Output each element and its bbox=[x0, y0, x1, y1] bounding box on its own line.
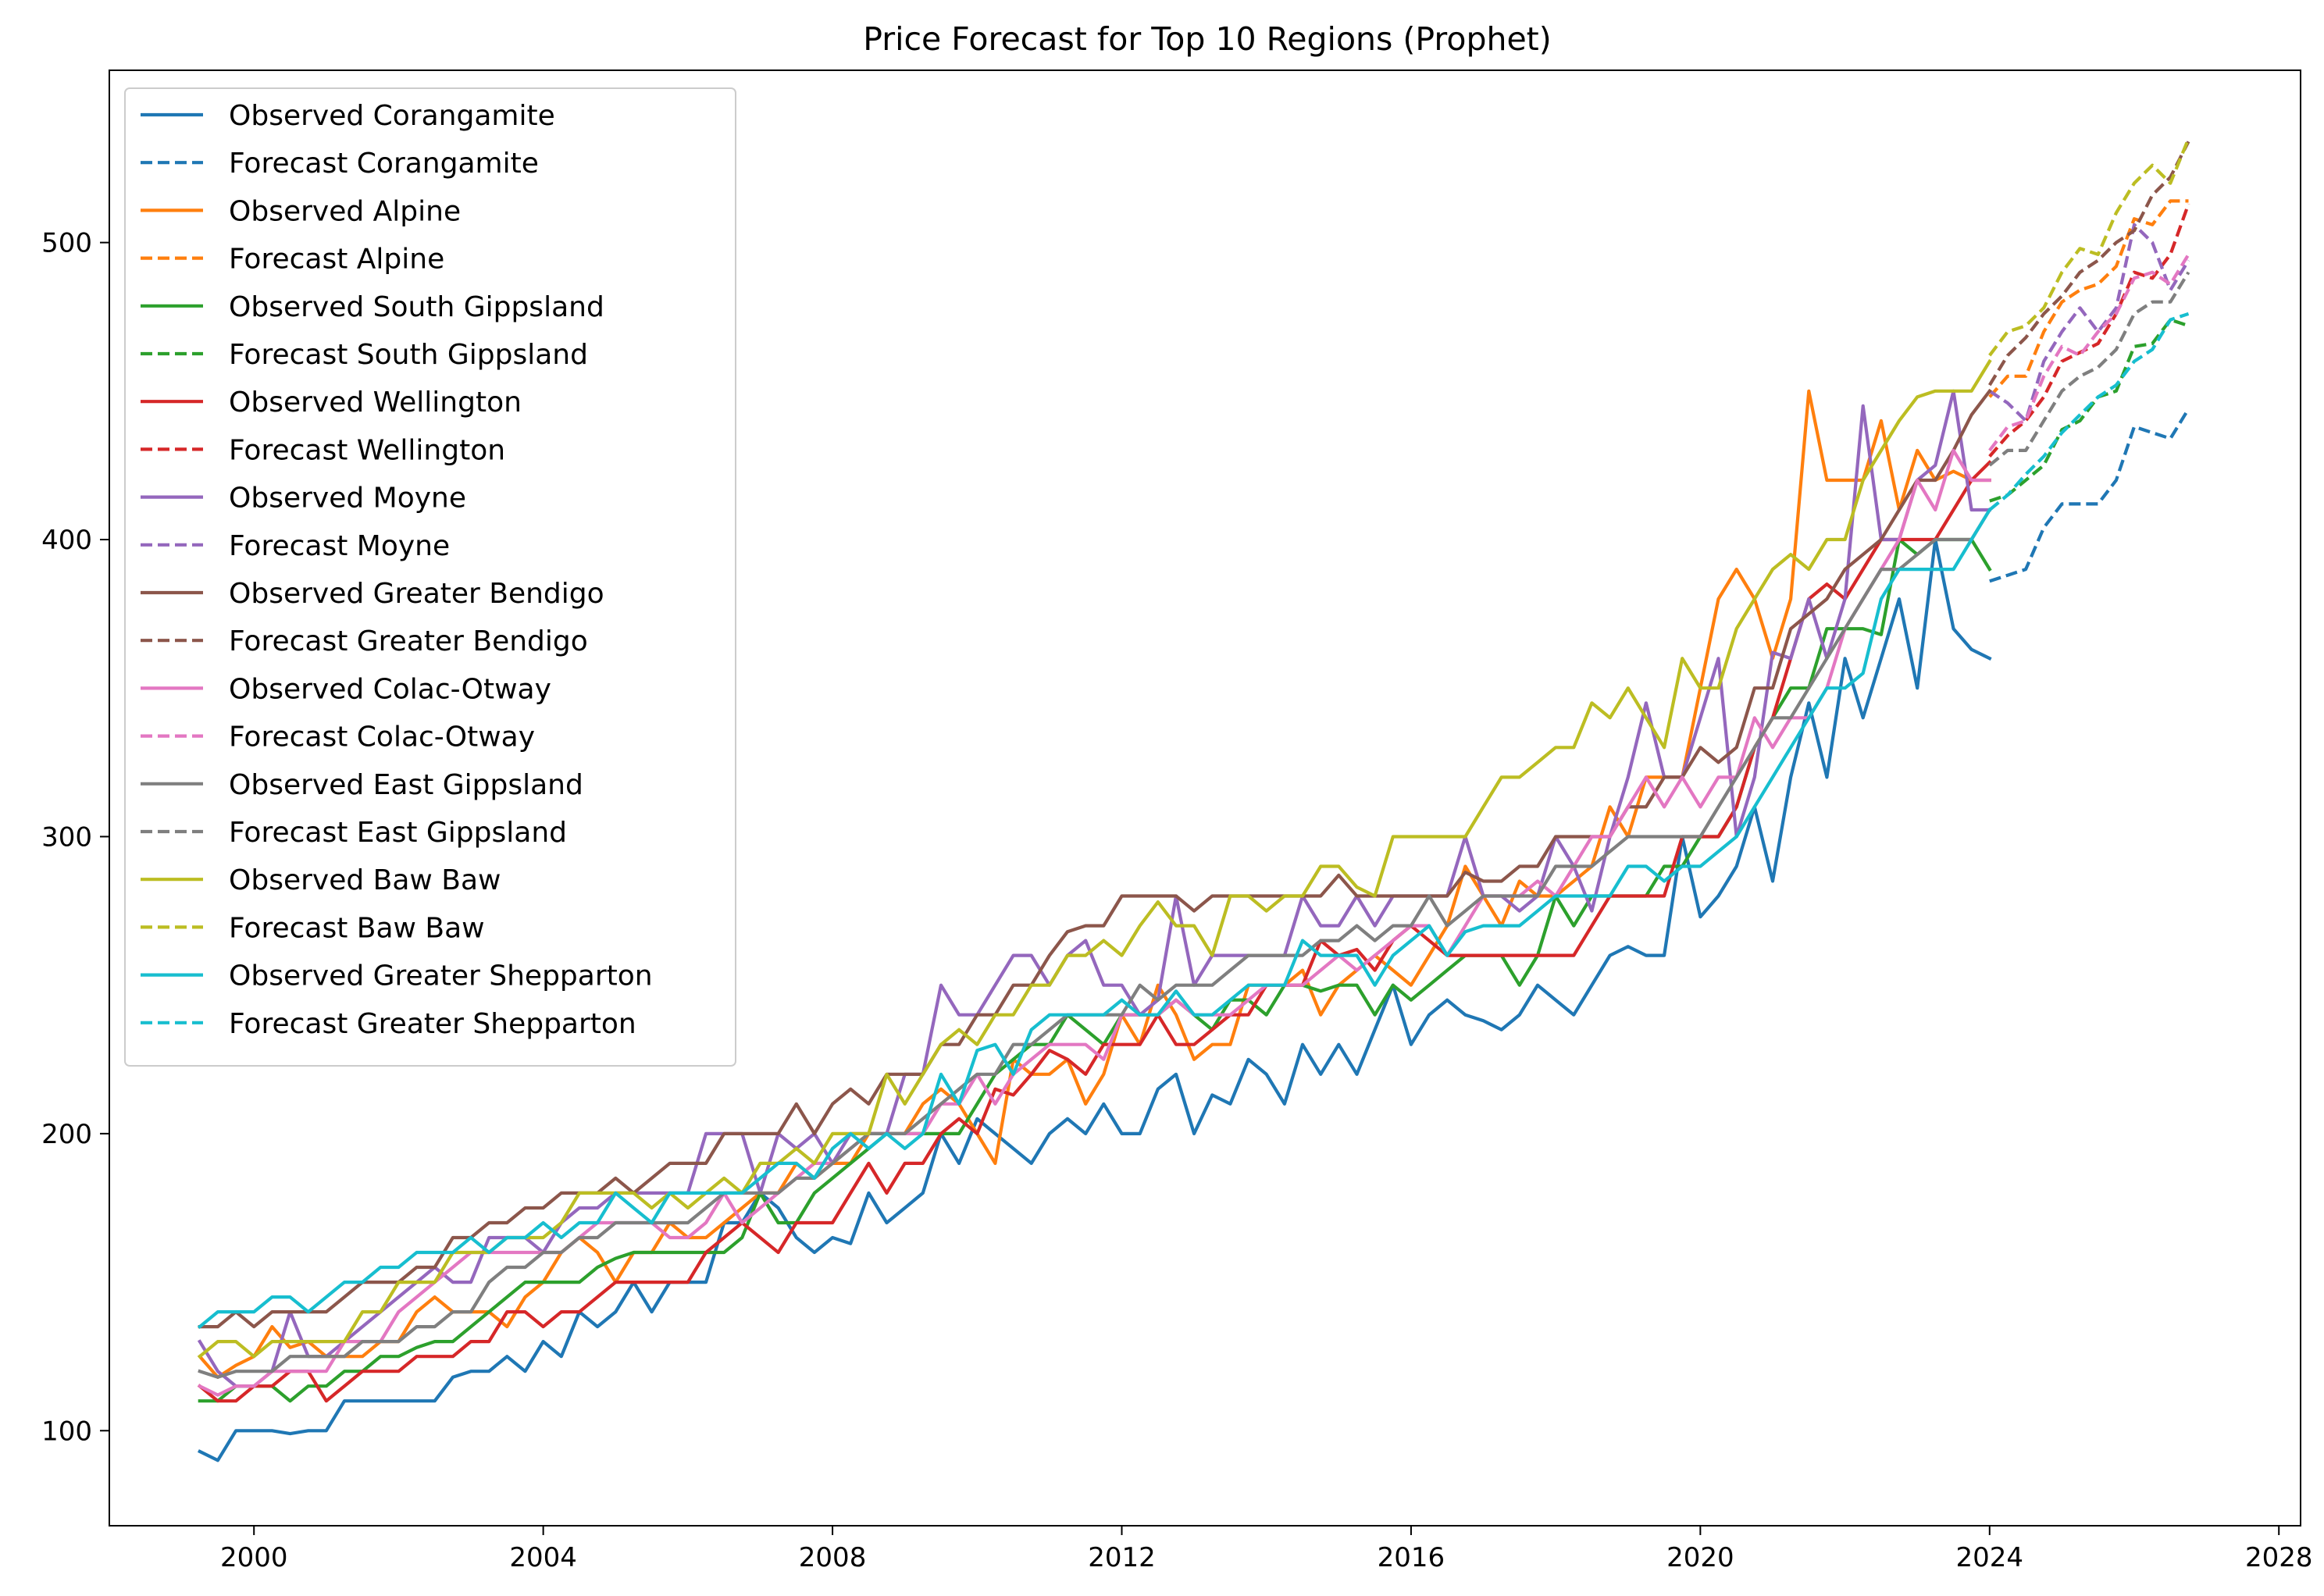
series-line-forecast-baw-baw bbox=[1988, 137, 2190, 357]
legend-label-forecast-alpine: Forecast Alpine bbox=[229, 244, 444, 276]
legend-label-observed-east-gippsland: Observed East Gippsland bbox=[229, 769, 583, 801]
legend-label-observed-greater-bendigo: Observed Greater Bendigo bbox=[229, 578, 604, 610]
x-tick-label: 2024 bbox=[1956, 1542, 2024, 1573]
series-line-forecast-east-gippsland bbox=[1988, 271, 2190, 467]
legend-label-forecast-baw-baw: Forecast Baw Baw bbox=[229, 912, 485, 944]
y-tick-label: 300 bbox=[41, 821, 92, 853]
legend-label-forecast-moyne: Forecast Moyne bbox=[229, 530, 450, 562]
series-line-forecast-greater-bendigo bbox=[1988, 141, 2190, 387]
y-tick-label: 200 bbox=[41, 1119, 92, 1150]
legend-label-forecast-wellington: Forecast Wellington bbox=[229, 434, 505, 466]
series-line-forecast-moyne bbox=[1988, 223, 2190, 423]
x-tick-label: 2008 bbox=[799, 1542, 867, 1573]
series-line-forecast-wellington bbox=[1988, 203, 2190, 458]
legend-label-observed-south-gippsland: Observed South Gippsland bbox=[229, 291, 604, 323]
legend-label-observed-colac-otway: Observed Colac-Otway bbox=[229, 673, 551, 705]
legend-label-observed-moyne: Observed Moyne bbox=[229, 483, 466, 515]
series-line-observed-moyne bbox=[197, 389, 1991, 1388]
series-line-observed-alpine bbox=[197, 389, 1991, 1379]
axes-frame bbox=[109, 69, 2301, 1527]
x-tick-label: 2016 bbox=[1378, 1542, 1445, 1573]
series-line-forecast-corangamite bbox=[1989, 408, 2190, 583]
series-line-observed-greater-shepparton bbox=[197, 508, 1992, 1330]
legend-label-forecast-corangamite: Forecast Corangamite bbox=[229, 148, 539, 180]
legend-label-observed-greater-shepparton: Observed Greater Shepparton bbox=[229, 960, 653, 992]
chart-title: Price Forecast for Top 10 Regions (Proph… bbox=[863, 20, 1552, 58]
series-line-forecast-colac-otway bbox=[1988, 253, 2190, 452]
series-line-observed-south-gippsland bbox=[198, 537, 1992, 1403]
series-line-observed-corangamite bbox=[197, 537, 1992, 1462]
y-tick-label: 400 bbox=[41, 525, 92, 556]
legend-label-observed-baw-baw: Observed Baw Baw bbox=[229, 864, 501, 896]
series-line-observed-greater-bendigo bbox=[198, 388, 1992, 1329]
y-tick-label: 100 bbox=[41, 1416, 92, 1447]
legend-label-observed-corangamite: Observed Corangamite bbox=[229, 100, 555, 132]
x-tick-label: 2020 bbox=[1666, 1542, 1734, 1573]
legend: Observed Corangamite Forecast Corangamite… bbox=[124, 87, 736, 1067]
axes: 2000 2004 2008 2012 2016 2020 2024 2028 100 200 30… bbox=[41, 69, 2313, 1573]
legend-label-forecast-south-gippsland: Forecast South Gippsland bbox=[229, 339, 588, 371]
x-tick-label: 2028 bbox=[2245, 1542, 2313, 1573]
legend-label-observed-alpine: Observed Alpine bbox=[229, 195, 461, 227]
series-line-forecast-greater-shepparton bbox=[1988, 312, 2190, 511]
x-tick-label: 2012 bbox=[1088, 1542, 1156, 1573]
x-tick-label: 2000 bbox=[220, 1542, 288, 1573]
y-tick-label: 500 bbox=[41, 228, 92, 259]
legend-label-forecast-east-gippsland: Forecast East Gippsland bbox=[229, 817, 567, 849]
x-tick-label: 2004 bbox=[509, 1542, 577, 1573]
legend-label-forecast-colac-otway: Forecast Colac-Otway bbox=[229, 721, 535, 753]
legend-box bbox=[124, 87, 736, 1067]
series-line-observed-colac-otway bbox=[197, 448, 1991, 1397]
series-line-forecast-south-gippsland bbox=[1989, 318, 2190, 503]
legend-label-forecast-greater-bendigo: Forecast Greater Bendigo bbox=[229, 625, 588, 657]
series-line-forecast-alpine bbox=[1988, 199, 2189, 398]
plot-area bbox=[197, 137, 2190, 1462]
legend-label-observed-wellington: Observed Wellington bbox=[229, 387, 522, 419]
legend-label-forecast-greater-shepparton: Forecast Greater Shepparton bbox=[229, 1008, 636, 1040]
